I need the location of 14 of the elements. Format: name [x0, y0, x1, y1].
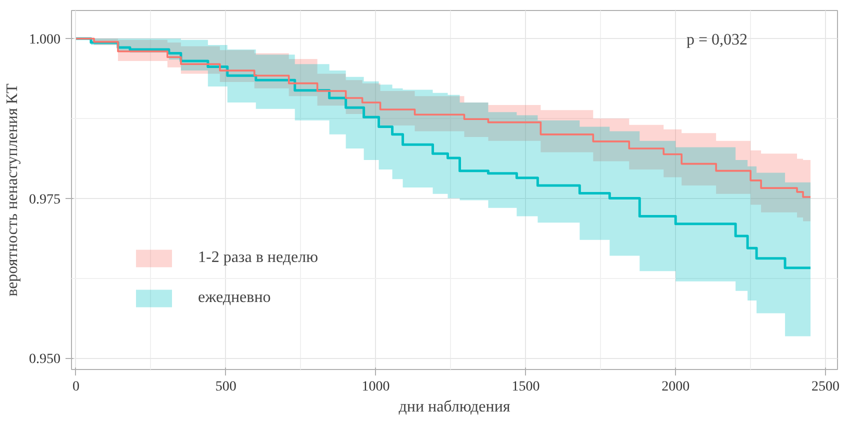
y-tick-label: 0.975 [29, 192, 60, 208]
x-tick-label: 1500 [512, 380, 540, 394]
x-tick-label: 500 [215, 380, 236, 394]
x-tick-label: 1000 [362, 380, 390, 394]
x-axis-title: дни наблюдения [398, 398, 511, 416]
x-tick-label: 2500 [812, 380, 840, 394]
y-tick-label: 0.950 [29, 352, 60, 367]
legend-label: 1-2 раза в неделю [198, 249, 318, 267]
y-axis-title: вероятность ненаступления КТ [4, 83, 21, 296]
y-tick-label: 1.000 [29, 32, 60, 48]
legend-label: ежедневно [198, 289, 271, 307]
x-tick-label: 0 [72, 380, 80, 394]
x-tick-label: 2000 [662, 380, 690, 394]
annotation: p = 0,032 [686, 32, 748, 48]
